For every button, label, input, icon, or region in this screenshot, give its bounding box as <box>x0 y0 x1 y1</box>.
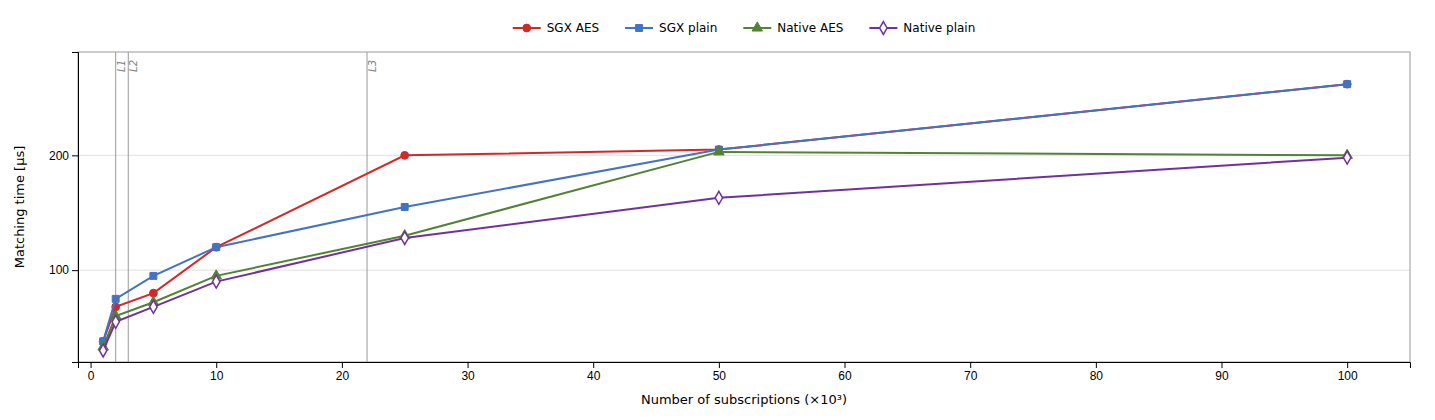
x-tick-label: 100 <box>1338 369 1358 383</box>
x-tick: 10 <box>210 362 224 383</box>
legend-label: SGX AES <box>547 21 599 35</box>
data-point <box>212 243 220 251</box>
x-tick-label: 40 <box>587 369 601 383</box>
y-axis-title: Matching time [μs] <box>12 146 27 269</box>
x-axis: 0 10 20 30 40 50 60 70 80 90 100 <box>79 362 1411 383</box>
x-tick-label: 10 <box>210 369 224 383</box>
y-tick-label: 200 <box>49 149 69 163</box>
data-point <box>150 272 157 279</box>
x-tick-mark <box>1222 362 1223 368</box>
data-point <box>213 275 220 288</box>
x-tick: 60 <box>838 362 852 383</box>
data-point <box>401 204 408 211</box>
reference-line <box>128 52 129 362</box>
x-tick-label: 30 <box>461 369 475 383</box>
x-tick: 30 <box>461 362 475 383</box>
legend-item: Native plain <box>869 21 975 35</box>
annotation: L2 <box>128 60 139 72</box>
x-tick: 40 <box>587 362 601 383</box>
y-axis: 100 200 <box>49 53 79 363</box>
y-axis-line <box>72 53 79 363</box>
x-tick-mark <box>845 362 846 368</box>
x-tick-mark <box>593 362 594 368</box>
data-point <box>1344 81 1351 88</box>
y-tick-mark <box>72 270 78 271</box>
x-tick-label: 50 <box>713 369 727 383</box>
x-tick: 20 <box>336 362 350 383</box>
series-line <box>103 152 1347 347</box>
x-tick-mark <box>970 362 971 368</box>
x-tick-mark <box>719 362 720 368</box>
legend: SGX AES SGX plain Native AES Native plain <box>513 21 976 35</box>
data-point <box>1343 80 1351 88</box>
data-point <box>715 191 722 204</box>
reference-line <box>367 52 368 362</box>
data-point <box>401 232 408 245</box>
grid <box>78 155 1410 270</box>
data-point <box>150 300 157 313</box>
x-axis-title: Number of subscriptions (×10³) <box>641 392 847 407</box>
data-point <box>401 151 409 159</box>
data-point <box>213 244 220 251</box>
annotation: L3 <box>367 60 378 72</box>
legend-item: SGX plain <box>625 21 717 35</box>
annotation: L1 <box>116 60 127 72</box>
legend-marker <box>880 22 887 35</box>
x-axis-line <box>79 363 1411 369</box>
series-line <box>103 158 1347 351</box>
x-tick-label: 60 <box>838 369 852 383</box>
x-tick-label: 90 <box>1215 369 1229 383</box>
y-tick-mark <box>72 155 78 156</box>
x-tick: 90 <box>1215 362 1229 383</box>
plot-frame <box>78 52 1410 362</box>
x-tick-mark <box>1347 362 1348 368</box>
legend-label: Native AES <box>777 21 843 35</box>
x-tick-mark <box>91 362 92 368</box>
x-tick: 100 <box>1338 362 1358 383</box>
x-tick-mark <box>468 362 469 368</box>
x-tick-mark <box>342 362 343 368</box>
data-point <box>112 315 119 328</box>
series-line <box>103 84 1347 341</box>
x-tick-label: 0 <box>88 369 95 383</box>
data-point <box>714 146 725 155</box>
data-point <box>1343 151 1350 164</box>
legend-label: SGX plain <box>659 21 717 35</box>
legend-item: Native AES <box>743 21 843 35</box>
y-tick-label: 100 <box>49 263 69 277</box>
legend-marker <box>523 24 531 32</box>
chart: 0 10 20 30 40 50 60 70 80 90 100 100 200 Number of su… <box>0 0 1435 420</box>
legend-marker <box>752 22 763 31</box>
series-line <box>103 84 1347 341</box>
x-tick-mark <box>216 362 217 368</box>
x-tick: 0 <box>88 362 95 383</box>
x-tick: 50 <box>713 362 727 383</box>
x-tick: 80 <box>1090 362 1104 383</box>
data-point <box>112 295 119 302</box>
x-tick-label: 70 <box>964 369 978 383</box>
x-tick: 70 <box>964 362 978 383</box>
x-tick-label: 20 <box>336 369 350 383</box>
data-point <box>99 344 106 357</box>
x-tick-label: 80 <box>1090 369 1104 383</box>
legend-label: Native plain <box>903 21 975 35</box>
y-tick: 200 <box>49 149 78 163</box>
legend-marker <box>636 25 643 32</box>
plot-area <box>98 52 1353 362</box>
grid-line <box>78 270 1410 271</box>
legend-item: SGX AES <box>513 21 599 35</box>
x-tick-mark <box>1096 362 1097 368</box>
y-tick: 100 <box>49 263 78 277</box>
